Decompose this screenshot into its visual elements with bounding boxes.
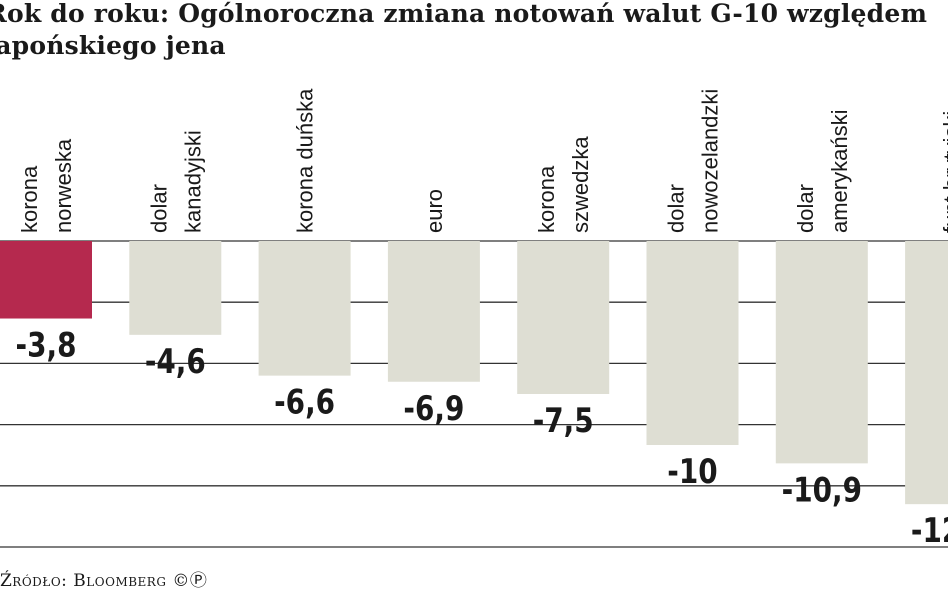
category-label-line: korona	[534, 165, 559, 233]
category-label: korona szwedzka	[534, 136, 593, 233]
category-label-line: dolar	[793, 184, 818, 233]
chart-title: Rok do roku: Ogólnoroczna zmiana notowań…	[0, 0, 946, 62]
chart-title-line-1: Rok do roku: Ogólnoroczna zmiana notowań…	[0, 0, 928, 28]
bar	[905, 241, 948, 505]
bars	[0, 241, 948, 505]
value-label: -10,9	[782, 471, 862, 510]
category-label: dolar kanadyjski	[146, 130, 205, 233]
source-note: Źródło: Bloomberg ©Ⓟ	[0, 571, 208, 591]
bar	[129, 241, 222, 335]
category-label: funt brytyjski	[939, 111, 948, 233]
value-label: -6,6	[274, 383, 335, 422]
bar	[387, 241, 480, 382]
value-label: -6,9	[403, 389, 464, 428]
bar	[775, 241, 868, 464]
category-label: korona norweska	[17, 138, 76, 233]
category-label: korona duńska	[293, 88, 318, 233]
value-label: -12,9	[911, 512, 948, 551]
category-labels: korona norweska dolar kanadyjski korona duńs…	[17, 88, 948, 233]
category-label-line: norweska	[51, 138, 76, 233]
value-label: -3,8	[16, 326, 77, 365]
category-label-line: korona duńska	[293, 88, 318, 233]
bar	[258, 241, 351, 376]
category-label-line: kanadyjski	[180, 130, 205, 233]
bar	[517, 241, 610, 394]
category-label: euro	[422, 189, 447, 233]
category-label-line: amerykański	[827, 110, 852, 233]
category-label-line: dolar	[146, 184, 171, 233]
category-label-line: dolar	[664, 184, 689, 233]
category-label: dolar nowozelandzki	[664, 89, 723, 233]
category-label-line: euro	[422, 189, 447, 233]
value-labels: -3,8 -4,6 -6,6 -6,9 -7,5 -10 -10,9 -12,9	[16, 326, 948, 551]
category-label-line: nowozelandzki	[698, 89, 723, 233]
chart-title-line-2: japońskiego jena	[0, 31, 226, 60]
category-label-line: funt brytyjski	[939, 111, 948, 233]
category-label-line: korona	[17, 165, 42, 233]
value-label: -4,6	[145, 342, 206, 381]
value-label: -7,5	[533, 401, 594, 440]
category-label-line: szwedzka	[568, 136, 593, 233]
category-label: dolar amerykański	[793, 110, 852, 233]
bar	[0, 241, 92, 319]
bar	[646, 241, 739, 445]
value-label: -10	[667, 452, 717, 491]
